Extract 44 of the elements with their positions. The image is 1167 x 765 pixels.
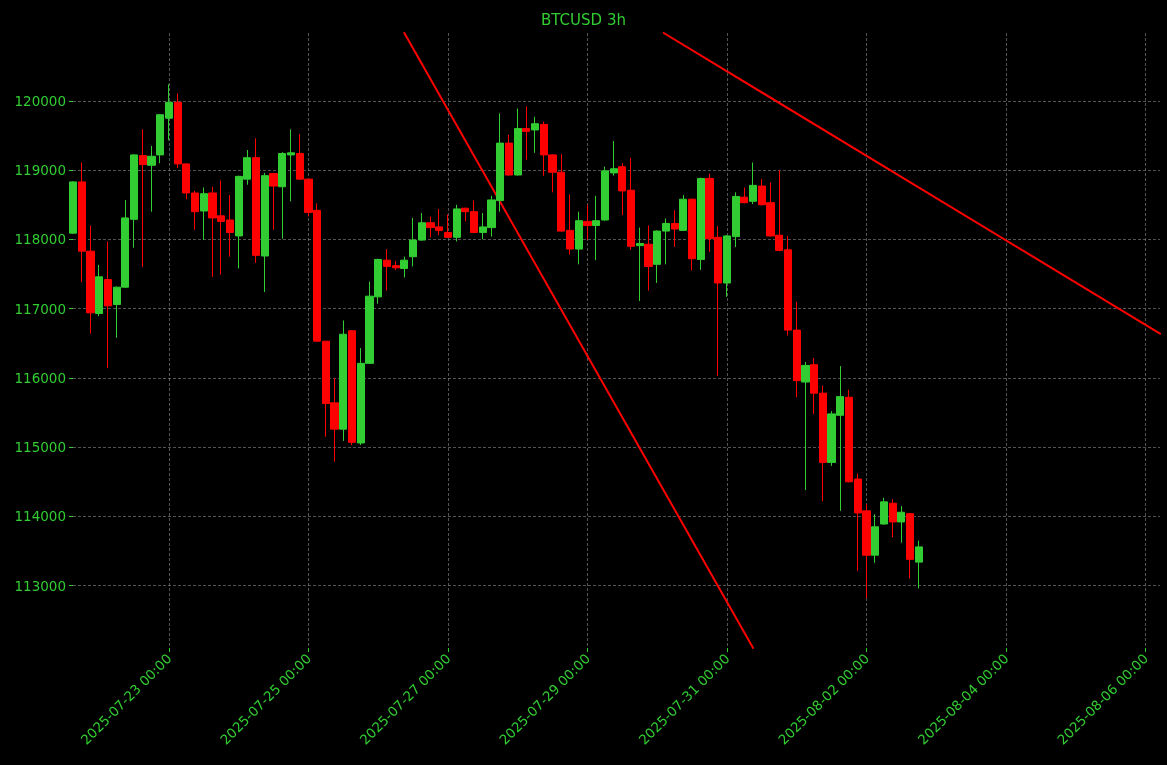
chart-title: BTCUSD 3h (541, 10, 626, 29)
candlestick (200, 186, 208, 241)
candlestick (522, 105, 530, 161)
y-tick-label: 116000 (14, 369, 66, 386)
candlestick (261, 172, 269, 293)
candlestick (749, 162, 757, 205)
candlestick (444, 213, 452, 239)
candlestick (671, 209, 679, 248)
candlestick (583, 204, 592, 240)
candlestick (906, 512, 914, 580)
candlestick (688, 198, 696, 272)
candlestick (897, 505, 905, 544)
candlestick (740, 186, 748, 204)
candlestick (269, 172, 278, 231)
y-tick-label: 113000 (14, 577, 66, 594)
candlestick (348, 329, 356, 446)
candlestick (400, 256, 408, 278)
candlestick (95, 264, 103, 317)
candlestick (252, 137, 260, 264)
y-tick-label: 114000 (14, 508, 66, 525)
y-tick-label: 115000 (14, 439, 66, 456)
candlestick (147, 145, 156, 213)
candlestick (531, 116, 539, 154)
candlestick (339, 319, 347, 442)
y-tick-label: 120000 (14, 92, 66, 109)
candlestick (139, 128, 147, 268)
y-tick-label: 118000 (14, 231, 66, 248)
candlestick (636, 227, 644, 302)
candlestick (889, 498, 897, 538)
candlestick (453, 204, 461, 242)
candlestick (915, 540, 923, 589)
candlestick (644, 225, 653, 292)
candlestick (871, 513, 879, 564)
candlestick (679, 194, 687, 232)
y-tick-label: 119000 (14, 162, 66, 179)
candlestick (697, 177, 705, 271)
candlestick (575, 211, 583, 265)
candlestick (880, 497, 888, 526)
y-tick-label: 117000 (14, 300, 66, 317)
candlestick (801, 361, 810, 491)
candlestick (514, 107, 522, 177)
candlestick (505, 134, 513, 177)
candlestick (104, 240, 112, 369)
candlestick (69, 180, 77, 235)
